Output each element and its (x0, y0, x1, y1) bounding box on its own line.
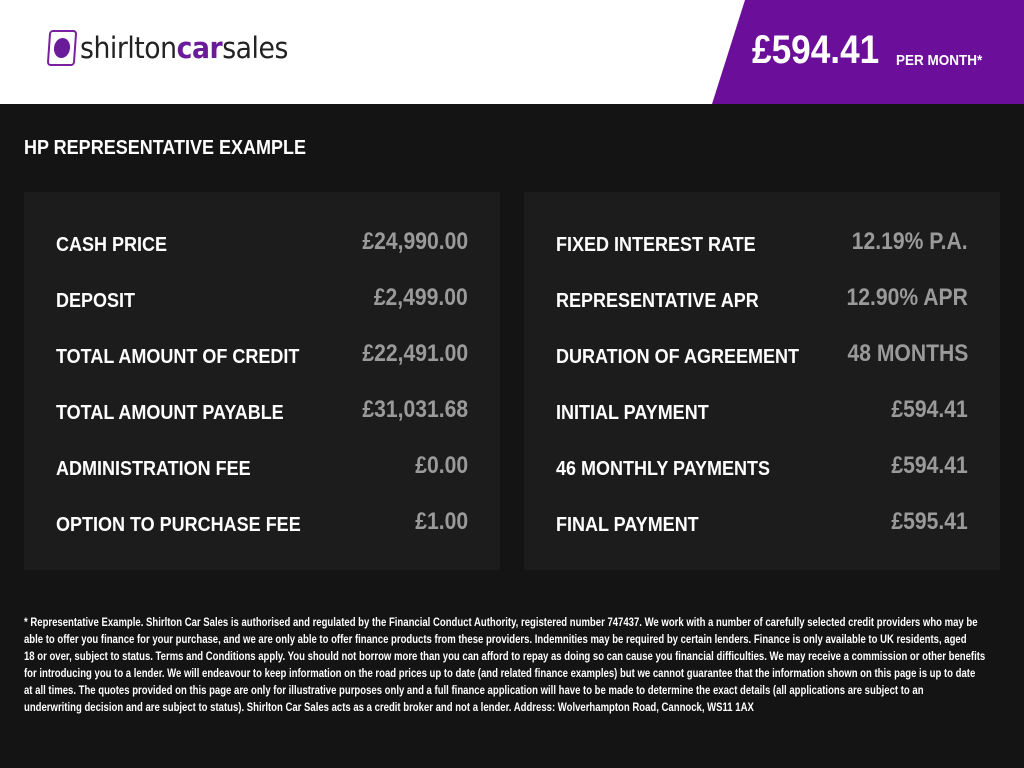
finance-row: OPTION TO PURCHASE FEE £1.00 (56, 508, 468, 538)
finance-value: £2,499.00 (374, 284, 468, 311)
per-month-label: PER MONTH* (896, 52, 983, 69)
section-title: HP REPRESENTATIVE EXAMPLE (24, 137, 307, 159)
finance-panel-right: FIXED INTEREST RATE 12.19% P.A. REPRESENTA… (524, 192, 1000, 570)
finance-row: 46 MONTHLY PAYMENTS £594.41 (556, 452, 968, 482)
finance-row: REPRESENTATIVE APR 12.90% APR (556, 284, 968, 314)
finance-row: ADMINISTRATION FEE £0.00 (56, 452, 468, 482)
disclaimer-line: * Representative Example. Shirlton Car S… (24, 617, 978, 629)
logo-text: shirltoncarsales (80, 31, 288, 65)
finance-row: TOTAL AMOUNT PAYABLE £31,031.68 (56, 396, 468, 426)
logo[interactable]: shirltoncarsales (46, 30, 306, 66)
finance-value: £31,031.68 (362, 396, 468, 423)
finance-row: FINAL PAYMENT £595.41 (556, 508, 968, 538)
finance-row: FIXED INTEREST RATE 12.19% P.A. (556, 228, 968, 258)
finance-label: DURATION OF AGREEMENT (556, 346, 799, 368)
finance-label: 46 MONTHLY PAYMENTS (556, 458, 771, 480)
finance-value: £22,491.00 (362, 340, 468, 367)
disclaimer-line: able to offer you finance for your purch… (24, 634, 967, 646)
disclaimer: * Representative Example. Shirlton Car S… (24, 615, 1024, 717)
finance-row: DURATION OF AGREEMENT 48 MONTHS (556, 340, 968, 370)
disclaimer-line: underwriting decision and are subject to… (24, 702, 754, 714)
finance-value: 48 MONTHS (847, 340, 968, 367)
finance-value: £24,990.00 (362, 228, 468, 255)
finance-value: 12.90% APR (846, 284, 968, 311)
finance-label: TOTAL AMOUNT OF CREDIT (56, 346, 300, 368)
finance-row: INITIAL PAYMENT £594.41 (556, 396, 968, 426)
finance-value: 12.19% P.A. (852, 228, 968, 255)
finance-label: INITIAL PAYMENT (556, 402, 709, 424)
header: shirltoncarsales £594.41 PER MONTH* (0, 0, 1024, 104)
finance-label: FINAL PAYMENT (556, 514, 699, 536)
finance-row: CASH PRICE £24,990.00 (56, 228, 468, 258)
finance-panel-left: CASH PRICE £24,990.00 DEPOSIT £2,499.00 TOTA… (24, 192, 500, 570)
finance-value: £594.41 (891, 452, 968, 479)
finance-value: £594.41 (891, 396, 968, 423)
finance-value: £0.00 (415, 452, 468, 479)
disclaimer-line: at all times. The quotes provided on thi… (24, 685, 924, 697)
monthly-price-banner: £594.41 PER MONTH* (712, 0, 1024, 104)
finance-value: £595.41 (891, 508, 968, 535)
disclaimer-line: 18 or over, subject to status. Terms and… (24, 651, 986, 663)
finance-label: CASH PRICE (56, 234, 168, 256)
finance-label: DEPOSIT (56, 290, 136, 312)
finance-label: ADMINISTRATION FEE (56, 458, 251, 480)
disclaimer-line: for introducing you to a lender. We will… (24, 668, 976, 680)
monthly-price: £594.41 (752, 28, 880, 72)
finance-label: REPRESENTATIVE APR (556, 290, 759, 312)
finance-row: TOTAL AMOUNT OF CREDIT £22,491.00 (56, 340, 468, 370)
finance-label: FIXED INTEREST RATE (556, 234, 756, 256)
logo-icon (46, 30, 78, 66)
finance-label: OPTION TO PURCHASE FEE (56, 514, 301, 536)
finance-label: TOTAL AMOUNT PAYABLE (56, 402, 284, 424)
finance-value: £1.00 (415, 508, 468, 535)
finance-row: DEPOSIT £2,499.00 (56, 284, 468, 314)
